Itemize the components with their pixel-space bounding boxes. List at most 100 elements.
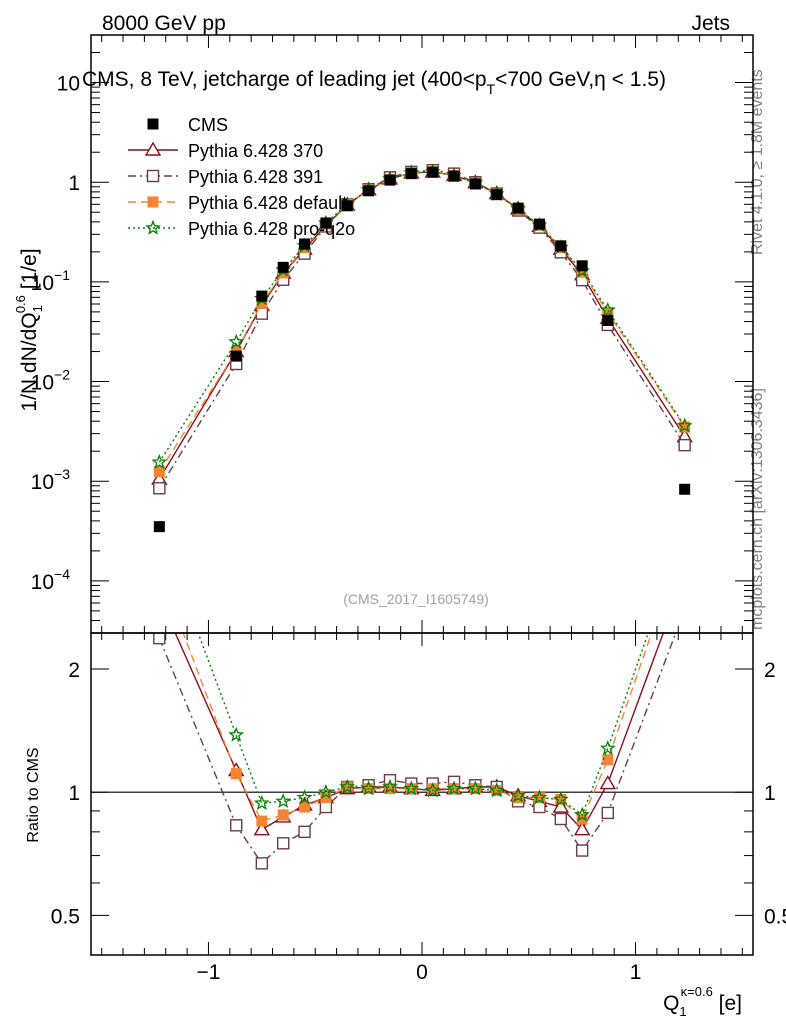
ratio-point bbox=[446, 780, 462, 796]
y-tick-label-top: 10−3 bbox=[31, 466, 71, 494]
ratio-point bbox=[403, 780, 420, 796]
x-tick-label: −1 bbox=[196, 961, 220, 984]
data-point bbox=[678, 438, 691, 452]
legend-marker bbox=[147, 196, 159, 208]
legend-marker bbox=[145, 219, 161, 235]
legend-label: CMS bbox=[188, 115, 228, 135]
ratio-point bbox=[679, 532, 690, 543]
ratio-point bbox=[339, 778, 356, 794]
ratio-point bbox=[253, 821, 271, 836]
legend-marker bbox=[146, 169, 160, 183]
ratio-point bbox=[531, 789, 548, 805]
plot-title: CMS, 8 TeV, jetcharge of leading jet (40… bbox=[82, 68, 666, 97]
y-tick-label-top: 10−4 bbox=[31, 566, 71, 594]
ratio-point bbox=[275, 792, 292, 809]
ratio-point bbox=[382, 778, 398, 794]
y-tick-label-top: 1 bbox=[68, 172, 80, 195]
ratio-point bbox=[555, 793, 567, 805]
ratio-point bbox=[276, 837, 290, 850]
data-point bbox=[299, 238, 311, 250]
ratio-point bbox=[277, 809, 289, 821]
ratio-series-3 bbox=[197, 523, 691, 822]
title-tail: <700 GeV,η < 1.5) bbox=[495, 68, 666, 91]
x-tick-label: 0 bbox=[416, 961, 428, 984]
y-axis-label-bottom: Ratio to CMS bbox=[25, 747, 42, 842]
y-axis-label-top: 1/N dN/dQ10.6 [1/e] bbox=[13, 248, 45, 411]
ratio-point bbox=[488, 782, 505, 798]
ratio-point bbox=[554, 812, 568, 826]
y-tick-label-top: 10−1 bbox=[31, 267, 71, 295]
ratio-point bbox=[298, 825, 311, 839]
ratio-point bbox=[153, 633, 166, 645]
data-point bbox=[363, 185, 375, 197]
data-point bbox=[341, 200, 353, 212]
x-tick-label: 1 bbox=[630, 961, 642, 984]
ratio-point bbox=[318, 783, 334, 799]
ratio-point bbox=[679, 604, 690, 615]
data-point bbox=[576, 266, 588, 278]
data-point bbox=[679, 421, 691, 433]
title-main: CMS, 8 TeV, jetcharge of leading jet (40… bbox=[82, 68, 487, 91]
ratio-point bbox=[256, 815, 268, 827]
ratio-line bbox=[174, 633, 665, 831]
data-point bbox=[277, 261, 289, 273]
data-point bbox=[448, 170, 460, 182]
y-tick-label-top: 10−2 bbox=[31, 367, 71, 395]
ratio-point bbox=[255, 857, 269, 870]
data-point bbox=[599, 301, 616, 317]
y-tick-label-ratio: 1 bbox=[68, 782, 80, 805]
ratio-point bbox=[230, 819, 243, 832]
y-tick-label-ratio-right: 2 bbox=[764, 659, 776, 682]
legend-label: Pythia 6.428 default bbox=[188, 193, 347, 213]
y-tick-label-ratio-right: 0.5 bbox=[764, 905, 786, 928]
legend-item: CMS bbox=[147, 115, 228, 135]
legend-marker bbox=[144, 141, 162, 156]
data-point bbox=[151, 454, 168, 469]
data-point bbox=[427, 166, 439, 178]
data-point bbox=[256, 290, 268, 302]
series-0 bbox=[153, 166, 691, 533]
ratio-point bbox=[678, 568, 692, 580]
mcplots-label: mcplots.cern.ch [arXiv:1306.3436] bbox=[749, 388, 766, 630]
ratio-point bbox=[341, 781, 353, 793]
ratio-point bbox=[384, 783, 396, 795]
data-point bbox=[384, 174, 396, 186]
ratio-point bbox=[154, 564, 165, 575]
ratio-point bbox=[576, 813, 588, 825]
ratio-point bbox=[405, 783, 417, 795]
ratio-point bbox=[319, 800, 333, 814]
legend-marker bbox=[147, 118, 159, 130]
ratio-point bbox=[679, 523, 691, 535]
ratio-point bbox=[512, 792, 524, 804]
data-point bbox=[491, 189, 503, 201]
data-point bbox=[320, 217, 332, 229]
ratio-point bbox=[552, 798, 570, 813]
ratio-point bbox=[230, 768, 242, 780]
data-point bbox=[676, 417, 693, 433]
ratio-point bbox=[573, 821, 591, 836]
header-right: Jets bbox=[691, 12, 730, 35]
ratio-point bbox=[424, 782, 441, 798]
data-point bbox=[576, 260, 588, 272]
data-point bbox=[230, 350, 242, 362]
ratio-point bbox=[533, 792, 545, 804]
ratio-point bbox=[469, 783, 481, 795]
ratio-series-0 bbox=[152, 568, 692, 836]
data-point bbox=[405, 168, 417, 180]
data-point bbox=[602, 314, 614, 326]
data-point bbox=[555, 240, 567, 252]
legend-item: Pythia 6.428 pro-q2o bbox=[128, 219, 355, 239]
title-sub: T bbox=[487, 81, 496, 97]
data-point bbox=[469, 178, 481, 190]
ratio-point bbox=[599, 775, 617, 790]
ratio-point bbox=[296, 789, 313, 805]
ratio-panel-series bbox=[152, 523, 692, 870]
legend-item: Pythia 6.428 default bbox=[128, 193, 347, 213]
ratio-point bbox=[320, 792, 332, 804]
data-point bbox=[228, 333, 245, 349]
ratio-panel-ticks: −1 0 1 2 2 1 1 0.5 0.5 bbox=[51, 633, 786, 984]
ratio-point bbox=[152, 590, 166, 602]
ratio-point bbox=[228, 726, 245, 742]
ratio-point bbox=[601, 806, 614, 820]
